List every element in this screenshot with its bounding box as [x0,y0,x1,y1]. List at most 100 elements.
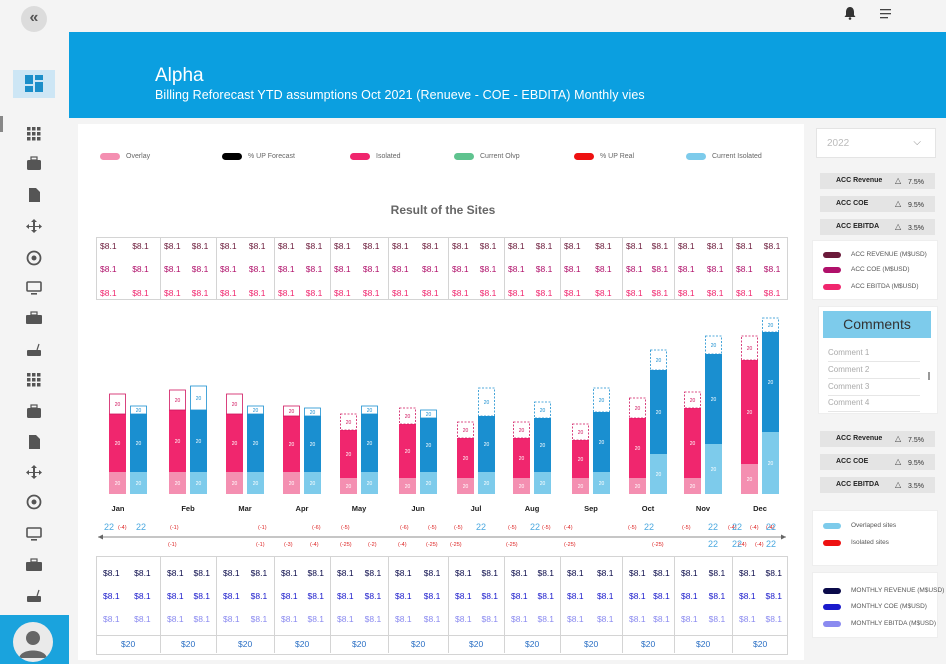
bar-group-nov[interactable]: 20 20 20 20 20 20 [684,335,722,494]
dashboard-nav-button[interactable] [13,70,55,98]
monitor-icon[interactable] [25,280,43,296]
table-cell: $8.1 [629,614,646,624]
table-cell: $8.1 [191,241,209,251]
current-isolated-bar-2 [247,414,264,472]
menu-icon[interactable] [880,9,893,19]
bubble-value: 22 [104,522,115,532]
bar-group-jul[interactable]: 20 20 20 20 20 20 [457,387,495,494]
legend-swatch [823,523,841,529]
clipboard-icon[interactable] [25,494,43,510]
isolated-forecast-label: 20 [405,414,411,420]
bar-group-mar[interactable]: 20 20 20 20 20 20 [226,393,264,494]
chart-title: Result of the Sites [390,203,496,217]
bar-chart-icon[interactable] [25,464,43,480]
current-base-label: 20 [540,481,546,487]
user-icon [19,631,47,658]
legend-item-2[interactable]: Isolated [350,152,401,164]
bar-group-jan[interactable]: 20 20 20 20 20 20 [109,393,147,494]
legend-label: Isolated sites [851,539,889,546]
isolated-forecast-0 [109,393,126,415]
comment-item-1[interactable]: Comment 2 [828,364,920,379]
comment-item-2[interactable]: Comment 3 [828,381,920,396]
legend-item-5[interactable]: Current Isolated [686,152,762,164]
year-select[interactable]: 2022 ⌵ [816,128,936,158]
collapse-sidebar-button[interactable]: « [21,6,47,32]
current-forecast-11 [762,317,779,333]
document-icon[interactable] [25,187,43,203]
table-cell: $8.1 [100,241,117,251]
comment-item-0[interactable]: Comment 1 [828,347,920,362]
table-cell: $8.1 [651,241,669,251]
notes-icon[interactable] [25,588,43,604]
totals-row: $20 $20 $20 $20 $20 $20 $20 $20 $20 $20 $20 $20 [96,635,788,655]
variance-note: (-25) [426,542,438,548]
legend-swatch [686,152,706,160]
table-cell: $8.1 [305,241,323,251]
current-isolated-base-6 [478,472,495,494]
router-icon[interactable] [25,342,43,358]
isolated-bar-8 [572,440,589,478]
current-isolated-bar-9 [650,370,667,454]
bar-group-sep[interactable]: 20 20 20 20 20 20 [572,387,610,494]
comments-scrollbar[interactable] [928,372,930,380]
list-icon[interactable] [25,372,43,388]
current-forecast-label: 20 [768,323,774,329]
sidebar: « [0,0,69,664]
table-cell: $8.1 [736,288,753,298]
help-icon[interactable] [25,557,43,573]
isolated-value-label: 20 [747,410,753,416]
bar-group-oct[interactable]: 20 20 20 20 20 20 [629,349,667,494]
table-divider [330,557,331,635]
bar-group-dec[interactable]: 20 20 20 20 20 20 [741,317,779,494]
bubble-value: 22 [644,522,655,532]
table-cell: $8.1 [423,591,441,601]
briefcase-icon[interactable] [25,156,43,172]
overlay-bar-10 [684,478,701,494]
toolbox-icon[interactable] [25,310,43,326]
avatar[interactable] [13,622,53,662]
acc-kpi-value: 3.5% [908,483,924,490]
legend-item-4[interactable]: % UP Real [574,152,634,164]
top-value-table: $8.1 $8.1 $8.1 $8.1 $8.1 $8.1 $8.1 $8.1 $8.1 $8.1… [96,237,788,300]
table-cell: $8.1 [452,288,469,298]
current-value-label: 20 [484,442,490,448]
laptop-icon[interactable] [25,434,43,450]
acc-kpi-0: ACC Revenue △ 7.5% [820,173,935,189]
user-settings-icon[interactable] [25,526,43,542]
isolated-bar-0 [109,414,126,472]
bell-icon[interactable] [843,6,857,20]
bar-group-jun[interactable]: 20 20 20 20 20 20 [399,407,437,494]
user-profile[interactable] [0,615,69,664]
variance-note: (-4) [738,542,747,548]
table-cell: $8.1 [452,241,469,251]
bar-group-aug[interactable]: 20 20 20 20 20 20 [513,401,551,494]
table-cell: $8.1 [596,568,614,578]
legend-item-0[interactable]: Overlay [100,152,150,164]
bar-group-may[interactable]: 20 20 20 20 20 20 [340,405,378,494]
table-cell: $8.1 [220,288,237,298]
current-forecast-8 [593,387,610,413]
table-divider [388,238,389,299]
comment-item-3[interactable]: Comment 4 [828,397,920,412]
legend-item-3[interactable]: Current Olvp [454,152,520,164]
support-icon[interactable] [25,250,43,266]
variance-note: (-2) [368,542,377,548]
table-cell: $8.1 [193,591,211,601]
bar-group-apr[interactable]: 20 20 20 20 20 20 [283,405,321,494]
table-divider [160,635,161,653]
acc-kpi-1: ACC COE △ 9.5% [820,454,935,470]
table-cell: $8.1 [596,614,614,624]
legend-item-1[interactable]: % UP Forecast [222,152,295,164]
overlay-value-label: 20 [690,484,696,490]
bar-group-feb[interactable]: 20 20 20 20 20 20 [169,385,207,494]
apps-icon[interactable] [25,126,43,142]
sync-icon[interactable] [25,404,43,420]
table-cell: $8.1 [508,241,525,251]
move-icon[interactable] [25,218,43,234]
legend-swatch [823,604,841,610]
table-cell: $8.1 [708,614,726,624]
current-isolated-base-7 [534,472,551,494]
current-isolated-bar-4 [361,414,378,472]
bubble-value: 22 [136,522,147,532]
isolated-forecast-label: 20 [463,428,469,434]
